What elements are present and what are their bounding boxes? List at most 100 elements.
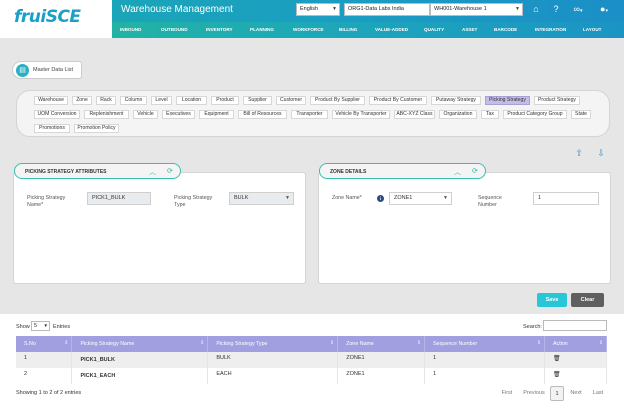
tab-executives[interactable]: Executives xyxy=(162,110,195,119)
sequence-number-label-line-2: Number xyxy=(478,202,497,208)
app-title: Warehouse Management xyxy=(121,4,233,15)
chevron-up-icon[interactable]: ︿ xyxy=(149,169,156,176)
pagination-current[interactable]: 1 xyxy=(550,386,564,401)
tab-product-strategy[interactable]: Product Strategy xyxy=(534,96,580,105)
main-nav: INBOUND OUTBOUND INVENTORY PLANNING WORK… xyxy=(112,22,624,38)
tab-tax[interactable]: Tax xyxy=(481,110,499,119)
link-icon[interactable]: ∞▾ xyxy=(573,4,583,14)
app-header: fruiSCE Warehouse Management English ▼ O… xyxy=(0,0,624,38)
tab-transporter[interactable]: Transporter xyxy=(291,110,328,119)
help-icon[interactable]: ? xyxy=(553,4,559,14)
tab-picking-strategy[interactable]: Picking Strategy xyxy=(485,96,530,105)
trash-icon[interactable]: 🗑 xyxy=(553,372,561,378)
cell-sequence-number: 1 xyxy=(424,368,546,384)
column-header-label: Picking Strategy Name xyxy=(80,341,135,347)
upload-icon[interactable]: ⇧ xyxy=(575,148,583,158)
tab-promotion-policy[interactable]: Promotion Policy xyxy=(74,124,119,133)
table-row[interactable]: 1 PICK1_BULK BULK ZONE1 1 🗑 xyxy=(16,352,607,368)
picking-strategy-name-label-line-1: Picking Strategy xyxy=(27,195,66,201)
cell-zone-name: ZONE1 xyxy=(337,368,426,384)
tab-replenishment[interactable]: Replenishment xyxy=(84,110,129,119)
tab-product-by-supplier[interactable]: Product By Supplier xyxy=(310,96,365,105)
nav-barcode[interactable]: BARCODE xyxy=(494,27,518,32)
nav-outbound[interactable]: OUTBOUND xyxy=(161,27,188,32)
column-header-action[interactable]: Action ⇕ xyxy=(544,336,607,352)
clear-button[interactable]: Clear xyxy=(571,293,604,307)
column-header-picking-strategy-name[interactable]: Picking Strategy Name ⇕ xyxy=(71,336,209,352)
pagination-first[interactable]: First xyxy=(501,390,513,396)
tab-product[interactable]: Product xyxy=(211,96,239,105)
pagination-last[interactable]: Last xyxy=(592,390,604,396)
tab-rack[interactable]: Rack xyxy=(96,96,116,105)
chevron-down-icon: ▼ xyxy=(43,323,48,328)
tab-state[interactable]: State xyxy=(571,110,591,119)
sequence-number-label-line-1: Sequence xyxy=(478,195,502,201)
column-header-sno[interactable]: S.No ⇕ xyxy=(16,336,73,352)
tab-supplier[interactable]: Supplier xyxy=(243,96,272,105)
warehouse-select[interactable]: WH001-Warehouse 1 ▼ xyxy=(430,3,523,16)
search-input[interactable] xyxy=(543,320,607,331)
page-size-select[interactable]: 5 ▼ xyxy=(31,321,50,331)
picking-strategy-table-section: Show 5 ▼ Entries Search: S.No ⇕ Picking S… xyxy=(0,314,624,410)
tab-zone[interactable]: Zone xyxy=(72,96,92,105)
column-header-zone-name[interactable]: Zone Name ⇕ xyxy=(337,336,426,352)
home-icon[interactable]: ⌂ xyxy=(533,4,539,14)
save-button[interactable]: Save xyxy=(537,293,567,307)
master-data-list-button[interactable]: ▤ Master Data List xyxy=(12,61,82,79)
tab-level[interactable]: Level xyxy=(151,96,172,105)
download-icon[interactable]: ⇩ xyxy=(597,148,605,158)
document-icon: ▤ xyxy=(16,64,29,77)
nav-inventory[interactable]: INVENTORY xyxy=(206,27,233,32)
tab-location[interactable]: Location xyxy=(176,96,207,105)
nav-planning[interactable]: PLANNING xyxy=(250,27,274,32)
column-header-sequence-number[interactable]: Sequence Number ⇕ xyxy=(424,336,546,352)
nav-quality[interactable]: QUALITY xyxy=(424,27,445,32)
refresh-icon[interactable]: ⟳ xyxy=(472,168,478,175)
sequence-number-input[interactable]: 1 xyxy=(533,192,599,205)
refresh-icon[interactable]: ⟳ xyxy=(167,168,173,175)
tab-vehicle-by-transporter[interactable]: Vehicle By Transporter xyxy=(332,110,390,119)
pagination-previous[interactable]: Previous xyxy=(523,390,545,396)
zone-details-panel: ZONE DETAILS ︿ ⟳ Zone Name* i ZONE1 ▼ Se… xyxy=(318,163,611,284)
nav-value-added[interactable]: VALUE-ADDED xyxy=(375,27,409,32)
pagination-next[interactable]: Next xyxy=(570,390,582,396)
info-icon[interactable]: i xyxy=(377,195,384,202)
tab-warehouse[interactable]: Warehouse xyxy=(34,96,68,105)
tab-column[interactable]: Column xyxy=(120,96,147,105)
tab-putaway-strategy[interactable]: Putaway Strategy xyxy=(431,96,481,105)
language-select[interactable]: English ▼ xyxy=(296,3,340,16)
tab-customer[interactable]: Customer xyxy=(276,96,306,105)
user-icon[interactable]: ●▾ xyxy=(600,4,608,14)
picking-strategy-type-select[interactable]: BULK ▼ xyxy=(229,192,294,205)
tab-bill-of-resources[interactable]: Bill of Resources xyxy=(238,110,287,119)
picking-strategy-table: S.No ⇕ Picking Strategy Name ⇕ Picking Str… xyxy=(16,336,607,384)
nav-inbound[interactable]: INBOUND xyxy=(120,27,142,32)
chevron-down-icon: ▼ xyxy=(285,195,290,201)
column-header-label: Action xyxy=(553,341,568,347)
organization-select[interactable]: ORG1-Data Labs India xyxy=(344,3,430,16)
picking-strategy-name-input[interactable]: PICK1_BULK xyxy=(87,192,151,205)
nav-workforce[interactable]: WORKFORCE xyxy=(293,27,324,32)
column-header-label: Picking Strategy Type xyxy=(216,341,268,347)
cell-zone-name: ZONE1 xyxy=(337,352,426,368)
tab-uom-conversion[interactable]: UOM Conversion xyxy=(34,110,80,119)
tab-product-category-group[interactable]: Product Category Group xyxy=(503,110,567,119)
trash-icon[interactable]: 🗑 xyxy=(553,356,561,362)
cell-action: 🗑 xyxy=(544,368,607,384)
tab-vehicle[interactable]: Vehicle xyxy=(133,110,158,119)
tab-abc-xyz-class[interactable]: ABC-XYZ Class xyxy=(394,110,435,119)
chevron-up-icon[interactable]: ︿ xyxy=(454,169,461,176)
table-row[interactable]: 2 PICK1_EACH EACH ZONE1 1 🗑 xyxy=(16,368,607,384)
tab-promotions[interactable]: Promotions xyxy=(34,124,70,133)
tab-product-by-customer[interactable]: Product By Customer xyxy=(369,96,427,105)
tab-organization[interactable]: Organization xyxy=(439,110,477,119)
tab-equipment[interactable]: Equipment xyxy=(199,110,234,119)
nav-billing[interactable]: BILLING xyxy=(339,27,358,32)
attributes-panel-header: PICKING STRATEGY ATTRIBUTES ︿ ⟳ xyxy=(14,163,181,179)
nav-layout[interactable]: LAYOUT xyxy=(583,27,602,32)
zone-name-select[interactable]: ZONE1 ▼ xyxy=(389,192,452,205)
column-header-picking-strategy-type[interactable]: Picking Strategy Type ⇕ xyxy=(207,336,339,352)
nav-integration[interactable]: INTEGRATION xyxy=(535,27,567,32)
picking-strategy-type-label-line-2: Type xyxy=(174,202,186,208)
nav-asset[interactable]: ASSET xyxy=(462,27,478,32)
